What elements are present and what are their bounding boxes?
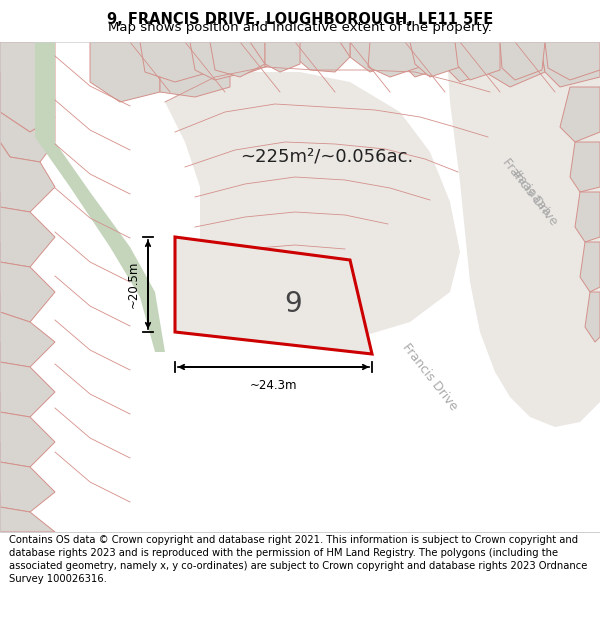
Polygon shape xyxy=(580,242,600,292)
Polygon shape xyxy=(455,42,500,80)
Polygon shape xyxy=(90,42,160,102)
Polygon shape xyxy=(570,142,600,192)
Polygon shape xyxy=(190,42,255,80)
Polygon shape xyxy=(410,42,460,77)
Polygon shape xyxy=(0,292,55,367)
Polygon shape xyxy=(0,242,55,322)
Text: Map shows position and indicative extent of the property.: Map shows position and indicative extent… xyxy=(108,21,492,34)
Text: Francis Drive: Francis Drive xyxy=(500,156,560,228)
Polygon shape xyxy=(0,492,55,532)
Polygon shape xyxy=(0,442,55,512)
Polygon shape xyxy=(540,42,600,87)
Polygon shape xyxy=(500,42,545,80)
Text: Contains OS data © Crown copyright and database right 2021. This information is : Contains OS data © Crown copyright and d… xyxy=(9,535,587,584)
Text: 9, FRANCIS DRIVE, LOUGHBOROUGH, LE11 5FE: 9, FRANCIS DRIVE, LOUGHBOROUGH, LE11 5FE xyxy=(107,12,493,27)
Polygon shape xyxy=(295,42,350,67)
Text: Francis Drive: Francis Drive xyxy=(400,341,460,413)
Text: #aaaaaa: #aaaaaa xyxy=(508,166,553,219)
Polygon shape xyxy=(560,87,600,142)
Polygon shape xyxy=(0,392,55,467)
Polygon shape xyxy=(350,42,400,72)
Polygon shape xyxy=(0,72,55,162)
Polygon shape xyxy=(448,42,600,427)
Polygon shape xyxy=(230,42,265,74)
Polygon shape xyxy=(445,42,490,82)
Polygon shape xyxy=(165,42,460,342)
Polygon shape xyxy=(585,292,600,342)
Polygon shape xyxy=(295,42,350,72)
Polygon shape xyxy=(140,42,210,82)
Polygon shape xyxy=(0,192,55,267)
Polygon shape xyxy=(0,42,55,132)
Polygon shape xyxy=(0,142,55,212)
Polygon shape xyxy=(245,42,295,67)
Text: ~20.5m: ~20.5m xyxy=(127,261,140,308)
Polygon shape xyxy=(545,42,600,80)
Text: ~24.3m: ~24.3m xyxy=(250,379,297,392)
Polygon shape xyxy=(575,192,600,242)
Polygon shape xyxy=(265,42,300,72)
Text: 9: 9 xyxy=(284,290,302,318)
Polygon shape xyxy=(0,342,55,417)
Polygon shape xyxy=(210,42,265,77)
Text: ~225m²/~0.056ac.: ~225m²/~0.056ac. xyxy=(240,148,413,166)
Polygon shape xyxy=(368,42,420,77)
Polygon shape xyxy=(160,42,230,97)
Polygon shape xyxy=(175,237,372,354)
Polygon shape xyxy=(485,42,545,87)
Polygon shape xyxy=(35,42,165,352)
Polygon shape xyxy=(400,42,450,77)
